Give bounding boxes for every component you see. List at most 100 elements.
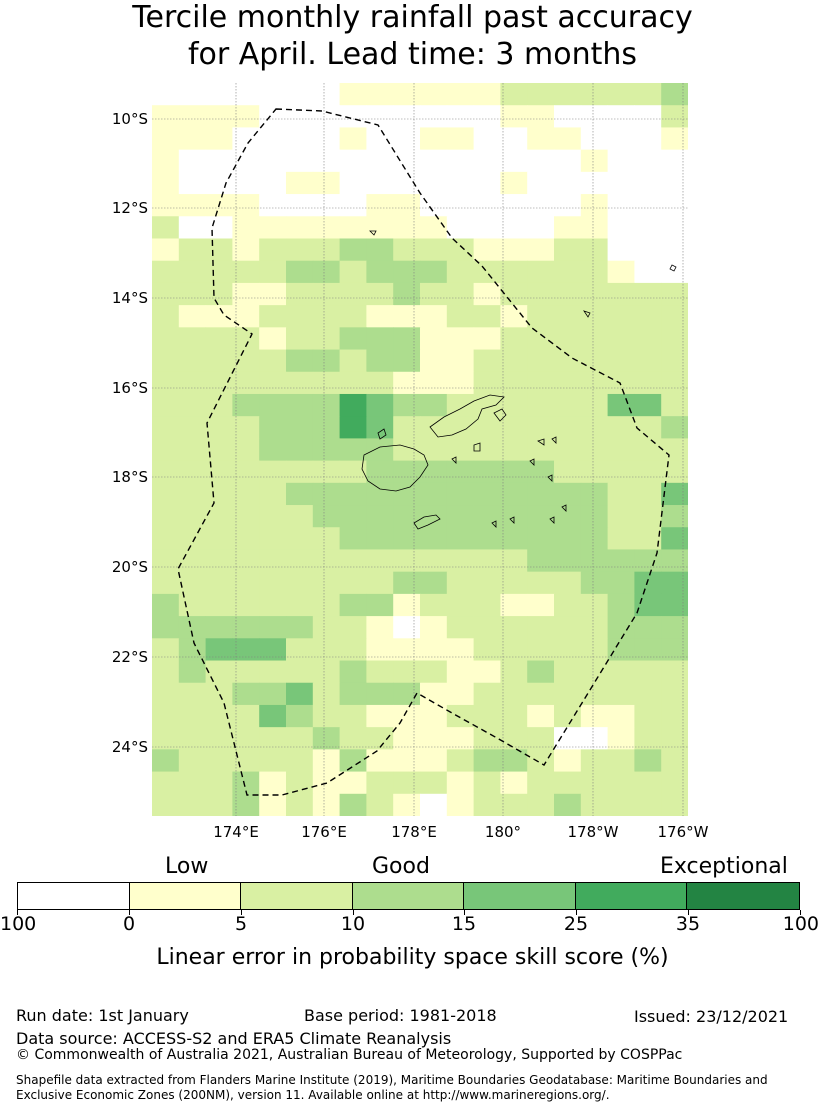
map-cell bbox=[312, 305, 341, 328]
map-cell bbox=[286, 549, 314, 573]
map-cell bbox=[580, 349, 609, 373]
map-cell bbox=[205, 305, 233, 328]
map-cell bbox=[580, 571, 609, 595]
map-cell bbox=[205, 638, 233, 662]
map-cell bbox=[259, 83, 287, 106]
colorbar-tick-mark bbox=[576, 910, 577, 915]
map-cell bbox=[661, 438, 688, 462]
lon-label-178e: 178°E bbox=[391, 823, 437, 841]
map-cell bbox=[661, 616, 688, 639]
map-cell bbox=[312, 660, 341, 684]
map-cell bbox=[259, 482, 287, 506]
map-cell bbox=[366, 438, 394, 462]
map-cell bbox=[152, 349, 180, 373]
map-cell bbox=[473, 416, 501, 439]
map-cell bbox=[312, 682, 341, 706]
map-cell bbox=[446, 549, 475, 573]
map-cell bbox=[527, 194, 555, 217]
map-cell bbox=[500, 416, 528, 439]
colorbar-tick-mark bbox=[241, 910, 242, 915]
colorbar-segment bbox=[464, 883, 576, 909]
map-cell bbox=[366, 793, 394, 816]
map-cell bbox=[312, 549, 341, 573]
map-cell bbox=[339, 127, 367, 151]
map-cell bbox=[178, 749, 207, 773]
map-cell bbox=[152, 105, 180, 128]
map-cell bbox=[205, 349, 233, 373]
map-cell bbox=[420, 571, 448, 595]
map-cell bbox=[634, 793, 662, 816]
map-cell bbox=[286, 305, 314, 328]
map-cell bbox=[259, 727, 287, 750]
map-cell bbox=[232, 349, 260, 373]
map-cell bbox=[205, 171, 233, 195]
map-cell bbox=[393, 527, 421, 550]
map-cell bbox=[661, 727, 688, 750]
colorbar-tick-label: 5 bbox=[234, 913, 248, 935]
map-cell bbox=[366, 704, 394, 728]
map-grid-cells bbox=[152, 83, 688, 816]
map-cell bbox=[178, 549, 207, 573]
shapefile-credit-line-1: Shapefile data extracted from Flanders M… bbox=[16, 1073, 768, 1087]
map-cell bbox=[554, 327, 582, 351]
map-cell bbox=[580, 593, 609, 617]
map-cell bbox=[527, 460, 555, 484]
map-cell bbox=[527, 238, 555, 262]
map-cell bbox=[527, 660, 555, 684]
map-cell bbox=[580, 771, 609, 795]
map-cell bbox=[393, 194, 421, 217]
map-cell bbox=[393, 704, 421, 728]
map-cell bbox=[232, 593, 260, 617]
map-cell bbox=[312, 127, 341, 151]
map-cell bbox=[178, 704, 207, 728]
map-cell bbox=[473, 127, 501, 151]
map-cell bbox=[473, 482, 501, 506]
map-cell bbox=[580, 260, 609, 284]
map-cell bbox=[178, 171, 207, 195]
map-cell bbox=[152, 549, 180, 573]
map-cell bbox=[286, 793, 314, 816]
map-cell bbox=[446, 149, 475, 173]
colorbar-tick-mark bbox=[17, 910, 18, 915]
map-cell bbox=[661, 549, 688, 573]
map-cell bbox=[420, 371, 448, 395]
map-cell bbox=[634, 527, 662, 550]
map-cell bbox=[420, 527, 448, 550]
map-cell bbox=[232, 771, 260, 795]
map-cell bbox=[286, 527, 314, 550]
map-cell bbox=[366, 149, 394, 173]
map-cell bbox=[446, 416, 475, 439]
map-cell bbox=[339, 438, 367, 462]
map-cell bbox=[634, 704, 662, 728]
map-cell bbox=[393, 371, 421, 395]
map-cell bbox=[312, 460, 341, 484]
map-cell bbox=[259, 393, 287, 417]
colorbar-tick-label: 0 bbox=[122, 913, 136, 935]
map-cell bbox=[634, 371, 662, 395]
colorbar-tick-mark bbox=[688, 910, 689, 915]
map-cell bbox=[527, 171, 555, 195]
map-cell bbox=[500, 638, 528, 662]
map-cell bbox=[420, 549, 448, 573]
map-cell bbox=[286, 282, 314, 306]
colorbar-tick-label: 25 bbox=[563, 913, 589, 935]
map-cell bbox=[446, 194, 475, 217]
colorbar-title: Linear error in probability space skill … bbox=[156, 945, 669, 970]
map-cell bbox=[205, 393, 233, 417]
map-cell bbox=[500, 682, 528, 706]
map-cell bbox=[339, 349, 367, 373]
map-cell bbox=[205, 727, 233, 750]
map-cell bbox=[259, 704, 287, 728]
map-cell bbox=[178, 127, 207, 151]
map-cell bbox=[446, 260, 475, 284]
map-cell bbox=[446, 282, 475, 306]
map-cell bbox=[339, 571, 367, 595]
map-cell bbox=[527, 727, 555, 750]
map-cell bbox=[366, 393, 394, 417]
map-cell bbox=[286, 194, 314, 217]
map-cell bbox=[554, 393, 582, 417]
map-cell bbox=[661, 305, 688, 328]
map-cell bbox=[554, 660, 582, 684]
map-cell bbox=[178, 349, 207, 373]
map-cell bbox=[554, 749, 582, 773]
